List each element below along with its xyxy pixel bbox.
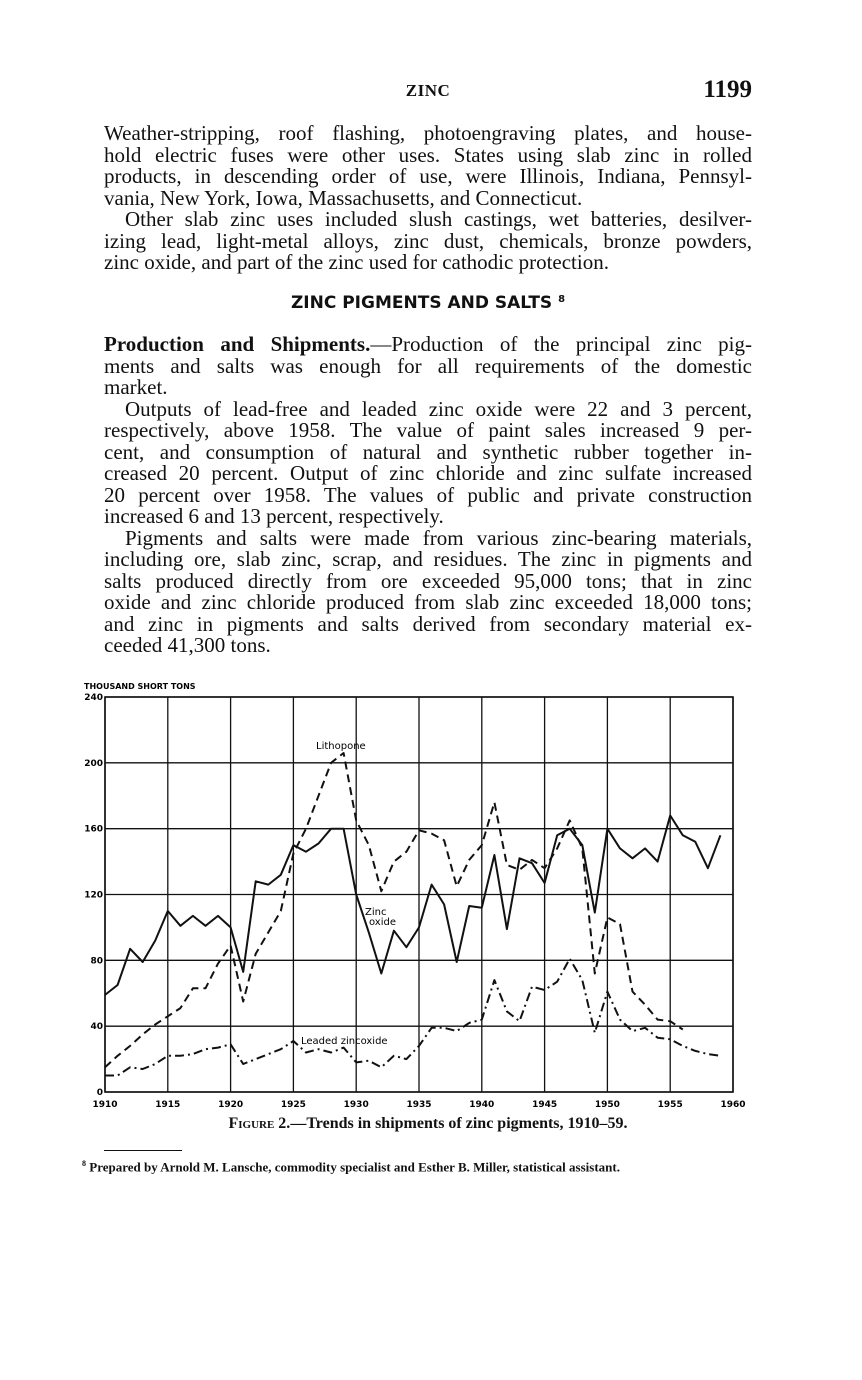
figure-caption: Figure 2.—Trends in shipments of zinc pi…	[104, 1115, 752, 1133]
x-tick-label: 1945	[532, 1100, 557, 1110]
text-block-pigments: Production and Shipments.—Production of …	[104, 332, 752, 657]
figure-label: Figure 2.	[228, 1115, 291, 1132]
annotation-zinc-oxide: oxide	[369, 917, 396, 928]
x-tick-label: 1960	[720, 1100, 745, 1110]
x-tick-label: 1920	[218, 1100, 243, 1110]
text-line: izing lead, light-metal alloys, zinc dus…	[104, 228, 752, 253]
x-tick-label: 1915	[155, 1100, 180, 1110]
text-line: market.	[104, 375, 168, 399]
text-line: Other slab zinc uses included slush cast…	[104, 207, 752, 231]
footnote-divider	[104, 1150, 182, 1151]
y-tick-label: 160	[84, 825, 103, 835]
text-line: respectively, above 1958. The value of p…	[104, 418, 752, 442]
text-line: Production and Shipments.—Production of …	[104, 332, 752, 356]
text-line: ceeded 41,300 tons.	[104, 633, 271, 657]
figure-caption-text: —Trends in shipments of zinc pigments, 1…	[290, 1115, 628, 1132]
text-line: increased 6 and 13 percent, respectively…	[104, 504, 444, 528]
series-line-leaded-zincoxide	[105, 957, 721, 1077]
y-tick-label: 200	[84, 759, 103, 769]
paragraph-production-shipments: Production and Shipments.—Production of …	[104, 332, 752, 399]
text-line: including ore, slab zinc, scrap, and res…	[104, 547, 752, 571]
y-tick-label: 240	[84, 693, 103, 703]
text-block-rolled-products: Weather-stripping, roof flashing, photoe…	[104, 121, 752, 274]
text-line: creased 20 percent. Output of zinc chlor…	[104, 461, 752, 485]
text-line: Outputs of lead-free and leaded zinc oxi…	[104, 396, 752, 421]
plot-frame	[104, 696, 734, 1093]
text-line: zinc oxide, and part of the zinc used fo…	[104, 250, 609, 274]
running-header: ZINC 1199	[104, 76, 752, 106]
footnote: 8 Prepared by Arnold M. Lansche, commodi…	[82, 1156, 754, 1174]
page-number: 1199	[703, 76, 752, 103]
y-tick-label: 0	[97, 1088, 103, 1098]
annotation-leaded-zinc-oxide: Leaded zincoxide	[301, 1036, 388, 1047]
text-line: ments and salts was enough for all requi…	[104, 353, 752, 378]
x-tick-label: 1940	[469, 1100, 494, 1110]
text-line: products, in descending order of use, we…	[104, 164, 752, 188]
y-tick-label: 40	[90, 1022, 103, 1032]
text-line: oxide and zinc chloride produced from sl…	[104, 590, 752, 614]
text-line: salts produced directly from ore exceede…	[104, 568, 752, 593]
series-line-zinc-oxide	[104, 814, 722, 996]
x-tick-label: 1910	[92, 1100, 117, 1110]
zinc-pigments-chart: 1910 1915 1920 1925 1930 1935 1940 1945 1950 1955…	[84, 682, 746, 1110]
x-tick-label: 1930	[344, 1100, 369, 1110]
series-line-lithopone	[104, 752, 684, 1069]
running-title: ZINC	[405, 81, 451, 100]
text-line: and zinc in pigments and salts derived f…	[104, 611, 752, 636]
x-tick-label: 1955	[658, 1100, 683, 1110]
x-tick-label: 1950	[595, 1100, 620, 1110]
annotation-zinc-oxide: Zinc	[365, 907, 386, 918]
text-line: hold electric fuses were other uses. Sta…	[104, 142, 752, 167]
footnote-reference: 8	[558, 294, 566, 305]
annotation-lithopone: Lithopone	[316, 741, 366, 752]
paragraph-materials: Pigments and salts were made from variou…	[104, 525, 752, 657]
x-tick-label: 1925	[281, 1100, 306, 1110]
section-heading: ZINC PIGMENTS AND SALTS 8	[104, 293, 752, 313]
text-span: —Production of the principal zinc pig-	[370, 332, 752, 356]
text-line: 20 percent over 1958. The values of publ…	[104, 482, 752, 507]
paragraph-other-uses: Weather-stripping, roof flashing, photoe…	[104, 121, 752, 210]
text-line: Pigments and salts were made from variou…	[104, 525, 752, 550]
footnote-marker: 8	[82, 1159, 86, 1168]
section-heading-text: ZINC PIGMENTS AND SALTS	[290, 293, 553, 313]
paragraph-other-slab-uses: Other slab zinc uses included slush cast…	[104, 207, 752, 274]
text-line: vania, New York, Iowa, Massachusetts, an…	[104, 185, 583, 210]
run-in-heading: Production and Shipments.	[104, 332, 371, 356]
footnote-text: Prepared by Arnold M. Lansche, commodity…	[86, 1159, 620, 1175]
x-tick-label: 1935	[406, 1100, 431, 1110]
y-axis-label: THOUSAND SHORT TONS	[84, 682, 196, 691]
text-line: cent, and consumption of natural and syn…	[104, 439, 752, 464]
y-tick-label: 80	[90, 956, 103, 966]
text-line: Weather-stripping, roof flashing, photoe…	[104, 121, 752, 145]
y-tick-label: 120	[84, 891, 103, 901]
paragraph-outputs: Outputs of lead-free and leaded zinc oxi…	[104, 396, 752, 528]
